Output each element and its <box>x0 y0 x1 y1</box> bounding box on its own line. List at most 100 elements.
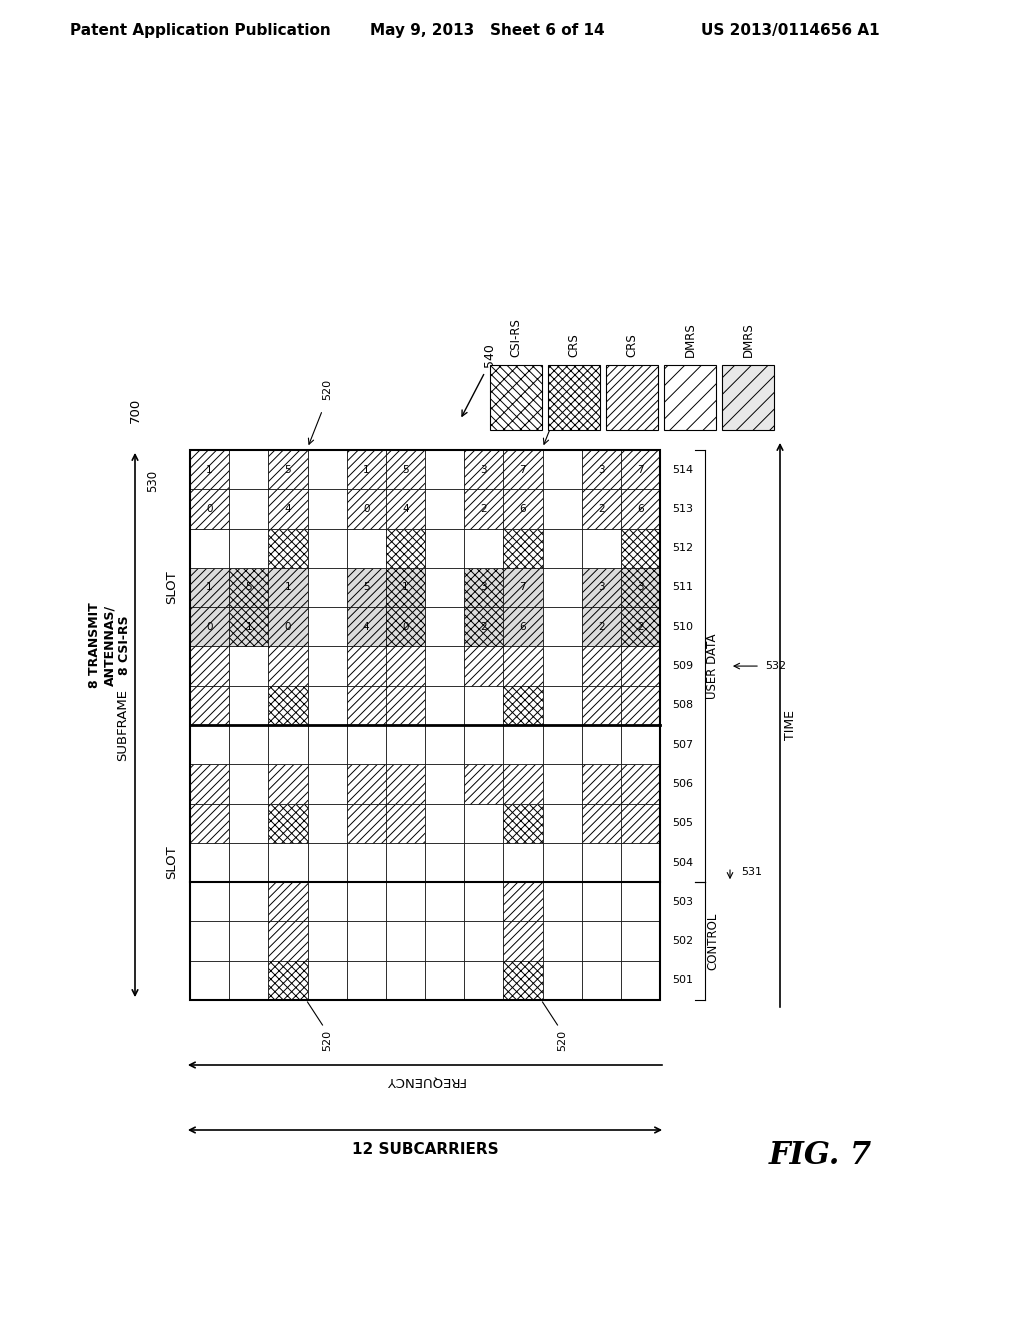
Bar <box>543 961 582 1001</box>
Bar <box>229 725 268 764</box>
Bar <box>425 725 464 764</box>
Bar <box>464 528 504 568</box>
Bar <box>543 568 582 607</box>
Bar <box>307 450 347 490</box>
Text: 531: 531 <box>741 867 762 878</box>
Text: 514: 514 <box>672 465 693 475</box>
Bar <box>190 882 229 921</box>
Text: 3: 3 <box>598 582 604 593</box>
Text: 501: 501 <box>672 975 693 985</box>
Bar <box>425 685 464 725</box>
Bar <box>543 647 582 685</box>
Bar <box>229 528 268 568</box>
Text: 7: 7 <box>637 465 644 475</box>
Text: SLOT: SLOT <box>166 846 178 879</box>
Bar <box>425 843 464 882</box>
Text: 3: 3 <box>480 582 487 593</box>
Text: 509: 509 <box>672 661 693 671</box>
Bar <box>190 568 229 607</box>
Bar <box>621 528 660 568</box>
Bar <box>307 647 347 685</box>
Bar <box>425 804 464 843</box>
Bar <box>190 921 229 961</box>
Text: 508: 508 <box>672 701 693 710</box>
Bar <box>347 568 386 607</box>
Bar <box>386 961 425 1001</box>
Bar <box>543 490 582 528</box>
Bar <box>543 685 582 725</box>
Bar <box>621 607 660 647</box>
Bar <box>425 450 464 490</box>
Bar <box>307 804 347 843</box>
Bar <box>386 921 425 961</box>
Bar <box>347 882 386 921</box>
Text: Patent Application Publication: Patent Application Publication <box>70 22 331 37</box>
Bar <box>307 725 347 764</box>
Bar <box>464 647 504 685</box>
Bar <box>268 843 307 882</box>
Text: 511: 511 <box>672 582 693 593</box>
Bar <box>582 568 621 607</box>
Bar <box>268 568 307 607</box>
Bar <box>386 450 425 490</box>
Text: USER DATA: USER DATA <box>707 634 720 698</box>
Text: 1: 1 <box>402 582 409 593</box>
Bar <box>425 647 464 685</box>
Bar <box>621 804 660 843</box>
Text: 6: 6 <box>637 504 644 513</box>
Bar <box>504 804 543 843</box>
Bar <box>268 725 307 764</box>
Bar <box>229 490 268 528</box>
Text: 507: 507 <box>672 739 693 750</box>
Bar <box>229 961 268 1001</box>
Bar <box>504 921 543 961</box>
Bar <box>606 366 658 430</box>
Text: 3: 3 <box>480 465 487 475</box>
Text: SUBFRAME: SUBFRAME <box>117 689 129 762</box>
Text: 2: 2 <box>480 504 487 513</box>
Bar <box>307 843 347 882</box>
Bar <box>229 921 268 961</box>
Bar <box>464 568 504 607</box>
Bar <box>464 607 504 647</box>
Bar <box>229 568 268 607</box>
Bar <box>582 685 621 725</box>
Text: 5: 5 <box>362 582 370 593</box>
Bar <box>268 921 307 961</box>
Bar <box>582 528 621 568</box>
Bar <box>504 647 543 685</box>
Bar <box>504 450 543 490</box>
Text: SLOT: SLOT <box>166 570 178 605</box>
Bar <box>504 607 543 647</box>
Text: 520: 520 <box>557 1030 567 1051</box>
Bar <box>582 921 621 961</box>
Text: US 2013/0114656 A1: US 2013/0114656 A1 <box>700 22 880 37</box>
Bar <box>229 764 268 804</box>
Bar <box>582 843 621 882</box>
Bar <box>268 490 307 528</box>
Bar <box>347 725 386 764</box>
Bar <box>229 804 268 843</box>
Bar <box>307 961 347 1001</box>
Bar <box>386 725 425 764</box>
Bar <box>386 804 425 843</box>
Bar <box>425 764 464 804</box>
Bar <box>190 843 229 882</box>
Text: 5: 5 <box>246 582 252 593</box>
Text: 510: 510 <box>672 622 693 632</box>
Bar <box>621 725 660 764</box>
Text: 4: 4 <box>362 622 370 632</box>
Bar <box>386 764 425 804</box>
Text: 520: 520 <box>323 1030 333 1051</box>
Bar <box>386 843 425 882</box>
Text: 8 TRANSMIT
ANTENNAS/
8 CSI-RS: 8 TRANSMIT ANTENNAS/ 8 CSI-RS <box>88 602 131 688</box>
Bar <box>268 450 307 490</box>
Text: 0: 0 <box>206 504 213 513</box>
Bar <box>386 882 425 921</box>
Bar <box>504 882 543 921</box>
Text: 512: 512 <box>672 544 693 553</box>
Bar <box>347 450 386 490</box>
Text: 1: 1 <box>206 582 213 593</box>
Bar <box>425 961 464 1001</box>
Text: 2: 2 <box>598 622 604 632</box>
